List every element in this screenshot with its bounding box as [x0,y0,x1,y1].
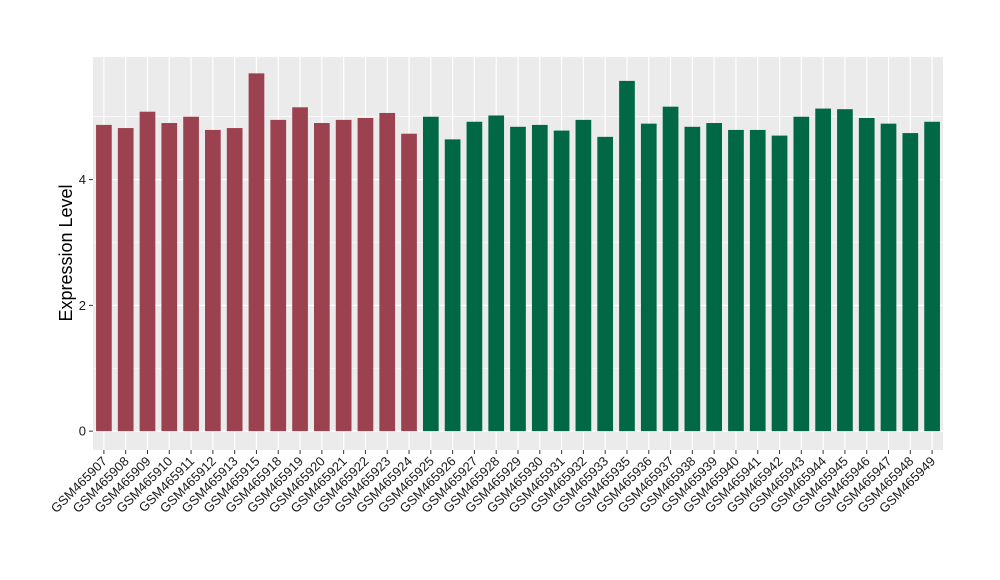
bar-GSM465928 [488,115,505,432]
bar-GSM465949 [924,121,940,432]
bar-GSM465923 [379,112,396,432]
bar-GSM465938 [684,126,701,432]
bar-GSM465912 [205,129,221,432]
bar-GSM465936 [640,123,657,432]
bar-GSM465925 [422,116,439,432]
bar-GSM465937 [662,106,679,432]
bars [96,73,940,432]
bar-GSM465918 [270,119,287,432]
bar-GSM465931 [553,130,570,432]
bar-GSM465913 [226,128,243,432]
bar-GSM465926 [444,139,461,432]
bar-GSM465929 [510,126,526,432]
bar-GSM465908 [117,128,134,432]
y-tick-label: 2 [79,298,86,313]
bar-GSM465920 [314,123,330,432]
bar-GSM465910 [161,123,178,432]
bar-GSM465941 [749,129,766,432]
bar-GSM465930 [531,124,548,432]
y-tick-label: 4 [79,172,86,187]
bar-GSM465945 [837,109,853,432]
bar-GSM465921 [335,119,352,432]
y-axis-title: Expression Level [56,184,76,321]
bar-GSM465909 [139,111,156,432]
bar-GSM465948 [902,133,919,432]
bar-GSM465911 [183,116,199,432]
bar-GSM465932 [575,119,592,432]
y-axis: 0 2 4 [79,172,93,439]
bar-GSM465935 [619,80,635,432]
bar-GSM465922 [357,117,374,432]
bar-GSM465944 [815,108,831,432]
x-axis: GSM465907GSM465908GSM465909GSM465910GSM4… [48,450,938,516]
bar-GSM465942 [771,135,788,432]
bar-GSM465924 [401,133,417,432]
bar-GSM465947 [880,123,897,432]
bar-GSM465927 [466,121,483,432]
bar-GSM465933 [597,136,614,432]
bar-GSM465946 [858,117,875,432]
bar-GSM465943 [793,116,810,432]
bar-GSM465915 [248,73,265,432]
bar-GSM465919 [292,107,308,432]
bar-GSM465939 [706,123,722,432]
y-tick-label: 0 [79,424,86,439]
bar-GSM465940 [728,129,744,432]
bar-GSM465907 [96,124,112,432]
